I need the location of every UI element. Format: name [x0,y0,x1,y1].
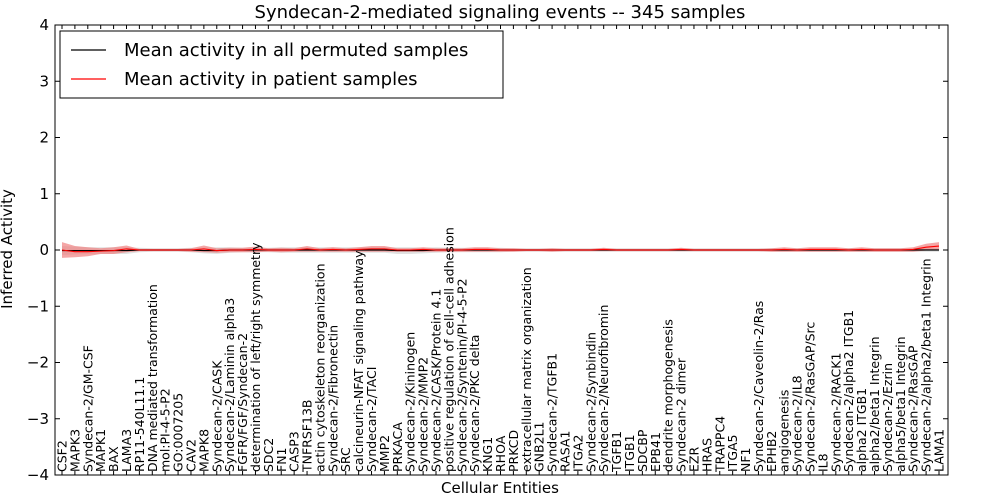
category-label: alpha2 ITGB1 [854,388,869,472]
category-label: Syndecan-2/Fibronectin [325,325,340,472]
category-label: IL8 [815,453,830,472]
category-label: HRAS [699,438,714,472]
category-label: dendrite morphogenesis [661,319,676,472]
category-label: KNG1 [480,437,495,472]
y-axis-label: Inferred Activity [0,189,16,309]
chart-title: Syndecan-2-mediated signaling events -- … [255,2,746,23]
category-label: Syndecan-2/Neurofibromin [596,305,611,472]
y-tick-label: −4 [27,466,49,484]
category-label: PRKCD [506,430,521,472]
category-label: actin cytoskeleton reorganization [312,263,327,472]
category-label: ITGA5 [725,434,740,472]
category-label: FGFR/FGF/Syndecan-2 [235,333,250,472]
category-label: Syndecan-2/MMP2 [416,357,431,472]
category-label: Syndecan-2/RasGAP [906,345,921,472]
category-label: Syndecan-2/PKC delta [467,335,482,472]
category-labels: CSF2MAPK3Syndecan-2/GM-CSFMAPK1BAXLAMA3R… [55,227,947,473]
category-label: Syndecan-2/TACI [364,367,379,472]
category-label: Syndecan-2/alpha2/beta1 Integrin [919,258,934,472]
y-tick-label: 3 [39,72,49,90]
y-tick-label: 0 [39,241,49,259]
x-axis-label: Cellular Entities [441,479,559,497]
category-label: SRC [338,447,353,472]
legend-label-permuted: Mean activity in all permuted samples [124,40,468,61]
category-label: Syndecan-2/Caveolin-2/Ras [751,301,766,472]
category-label: Syndecan-2/alpha2 ITGB1 [841,310,856,472]
y-tick-label: 4 [39,16,49,34]
category-label: MMP2 [377,435,392,472]
legend-label-patient: Mean activity in patient samples [124,69,418,90]
category-label: CASP3 [287,431,302,472]
category-label: Syndecan-2 dimer [674,357,689,472]
category-label: positive regulation of cell-cell adhesio… [441,227,456,472]
category-label: MAPK3 [67,429,82,472]
x-ticks [61,25,940,475]
category-label: RP11-540L11.1 [132,377,147,472]
category-label: Syndecan-2/RACK1 [828,353,843,472]
category-label: Syndecan-2/Laminin alpha3 [222,298,237,472]
category-label: TNFRSF13B [300,400,315,473]
category-label: determination of left/right symmetry [248,242,263,472]
category-label: RHOA [493,435,508,472]
category-label: ITGB1 [622,434,637,472]
category-label: PRKACA [390,422,405,472]
category-label: calcineurin-NFAT signaling pathway [351,250,366,472]
category-label: LAMA3 [119,429,134,472]
line-series-1 [61,245,940,253]
category-label: CSF2 [55,440,70,472]
legend-box [59,30,504,99]
category-label: Syndecan-2/IL8 [790,375,805,472]
category-label: FN1 [274,448,289,473]
category-label: Syndecan-2/Ezrin [880,363,895,472]
series-lines [61,245,940,253]
category-label: LAMA1 [932,429,947,472]
category-label: SDC2 [261,438,276,472]
category-label: Syndecan-2/CASK [209,360,224,472]
category-label: MAPK8 [196,429,211,472]
category-label: alpha2/beta1 Integrin [867,336,882,472]
category-label: DNA mediated transformation [145,284,160,472]
y-tick-label: 1 [39,185,49,203]
category-label: Syndecan-2/GM-CSF [80,345,95,472]
category-label: GNB2L1 [532,422,547,472]
category-label: Syndecan-2/CASK/Protein 4.1 [429,289,444,472]
y-tick-label: 2 [39,129,49,147]
y-ticks: −4 −3 −2 −1 0 1 2 3 4 [27,16,948,484]
category-label: MAPK1 [93,429,108,472]
category-label: Syndecan-2/Synbindin [583,332,598,472]
category-label: GO:0007205 [171,393,186,472]
category-label: EZR [686,447,701,472]
category-label: TGFB1 [609,431,624,473]
category-label: Syndecan-2/Kininogen [403,332,418,472]
category-label: mol:PI-4-5-P2 [158,388,173,472]
y-tick-label: −1 [27,297,49,315]
plot-frame [54,24,949,476]
category-label: extracellular matrix organization [519,267,534,472]
y-tick-label: −2 [27,354,49,372]
legend: Mean activity in all permuted samples Me… [59,30,504,99]
category-label: RASA1 [557,431,572,472]
category-label: ITGA2 [570,434,585,472]
category-label: BAX [106,446,121,472]
category-label: Syndecan-2/Syntenin/PI-4-5-P2 [454,278,469,472]
category-label: NF1 [738,448,753,473]
category-label: TRAPPC4 [712,416,727,473]
y-tick-label: −3 [27,410,49,428]
category-label: CAV2 [183,439,198,472]
category-label: SDCBP [635,429,650,472]
category-label: alpha5/beta1 Integrin [893,336,908,472]
category-label: EPB41 [648,432,663,472]
category-label: EPHB2 [764,431,779,472]
category-label: Syndecan-2/RasGAP/Src [803,322,818,472]
category-label: angiogenesis [777,390,792,472]
category-label: Syndecan-2/TGFB1 [545,353,560,472]
